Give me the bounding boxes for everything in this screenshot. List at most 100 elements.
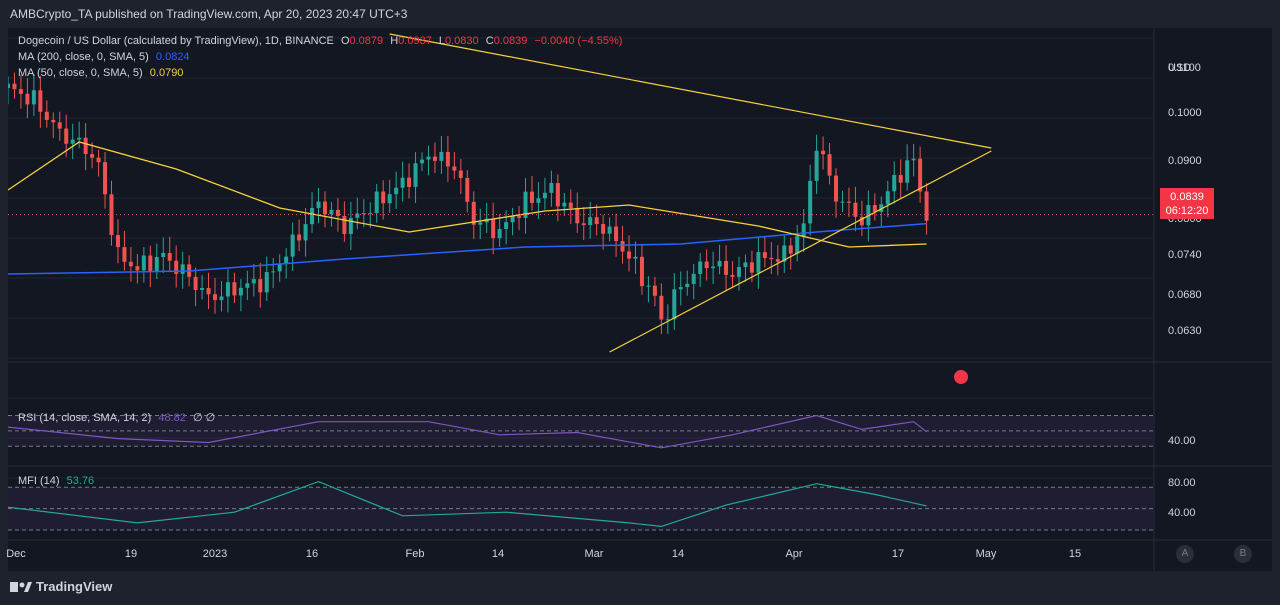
low-value: 0.0830 (445, 35, 479, 47)
mfi-line (8, 480, 927, 528)
candle-body (678, 287, 683, 290)
us-flag-icon[interactable] (952, 368, 970, 386)
footer-bar: TradingView (0, 571, 1280, 605)
candle-body (730, 274, 735, 277)
candle-body (213, 294, 218, 301)
candle-body (620, 241, 625, 252)
price-tick: 0.0740 (1168, 249, 1202, 261)
candle-body (905, 160, 910, 183)
candle-body (918, 158, 923, 192)
candle-body (471, 201, 476, 225)
candle-body (685, 283, 690, 288)
last-price: 0.0839 (1170, 191, 1204, 203)
open-value: 0.0879 (349, 35, 384, 47)
chart-svg[interactable] (8, 28, 1272, 571)
candle-body (420, 159, 425, 164)
candle-body (115, 235, 120, 248)
ma50-label: MA (50, close, 0, SMA, 5) (18, 67, 143, 79)
candle-body (542, 192, 547, 199)
rsi-extra: ∅ ∅ (192, 412, 216, 424)
candle-body (614, 226, 619, 242)
tradingview-logo[interactable]: TradingView (10, 579, 112, 594)
ma50-value: 0.0790 (149, 67, 184, 79)
candle-body (633, 256, 638, 259)
candle-body (432, 156, 437, 161)
candle-body (924, 191, 929, 221)
candle-body (892, 175, 897, 192)
candle-body (355, 213, 360, 218)
candle-body (840, 201, 845, 203)
log-scale-button[interactable]: B (1234, 545, 1252, 563)
candle-body (219, 296, 224, 301)
candle-body (232, 282, 237, 296)
brand-text: TradingView (36, 579, 113, 594)
candle-body (51, 119, 56, 123)
bar-countdown: 06:12:20 (1165, 205, 1209, 217)
candle-body (303, 224, 308, 241)
candle-body (322, 201, 327, 215)
change-value: −0.0040 (−4.55%) (534, 35, 623, 47)
candle-body (497, 228, 502, 239)
candle-body (795, 236, 800, 254)
candle-body (103, 162, 108, 195)
low-label: L (438, 35, 446, 47)
candle-body (775, 259, 780, 262)
candle-body (769, 257, 774, 260)
candle-body (135, 266, 140, 271)
close-value: 0.0839 (493, 35, 528, 47)
candle-body (77, 137, 82, 140)
candle-body (510, 216, 515, 223)
candle-body (141, 255, 146, 271)
auto-scale-button[interactable]: A (1176, 545, 1194, 563)
candle-body (38, 90, 43, 112)
candle-body (439, 151, 444, 161)
candle-body (575, 207, 580, 224)
rsi-label: RSI (14, close, SMA, 14, 2) (18, 412, 152, 424)
symbol-name: Dogecoin / US Dollar (calculated by Trad… (18, 35, 334, 47)
candle-body (478, 222, 483, 225)
time-tick: Dec (6, 548, 26, 560)
candle-body (517, 216, 522, 218)
candle-body (342, 215, 347, 235)
candle-body (200, 288, 205, 290)
last-price-badge: 0.0839 06:12:20 (1160, 188, 1214, 219)
symbol-legend: Dogecoin / US Dollar (calculated by Trad… (18, 33, 626, 49)
close-label: C (485, 35, 494, 47)
candle-body (646, 285, 651, 287)
candle-body (96, 157, 101, 163)
candle-body (717, 260, 722, 267)
time-tick: Feb (405, 548, 425, 560)
candle-body (426, 156, 431, 160)
candle-body (859, 216, 864, 226)
open-label: O (340, 35, 350, 47)
time-tick: 14 (671, 548, 685, 560)
candle-body (808, 180, 813, 224)
candle-body (374, 191, 379, 214)
candle-body (348, 217, 353, 235)
candle-body (31, 90, 36, 105)
rsi-value: 48.82 (158, 412, 186, 424)
candle-body (297, 234, 302, 241)
candle-body (180, 264, 185, 274)
candle-body (238, 287, 243, 296)
candle-body (581, 223, 586, 226)
candle-body (491, 218, 496, 239)
candle-body (44, 111, 49, 120)
price-tick: 0.1100 (1168, 62, 1201, 74)
candle-body (523, 191, 528, 218)
rsi-line (8, 414, 927, 449)
candle-body (264, 272, 269, 293)
chart-area[interactable]: Dogecoin / US Dollar (calculated by Trad… (6, 28, 1272, 571)
candle-body (885, 191, 890, 205)
candle-body (245, 283, 250, 288)
candle-body (25, 93, 30, 105)
candle-body (529, 191, 534, 203)
time-tick: Apr (785, 548, 803, 560)
time-tick: Mar (584, 548, 604, 560)
time-tick: 19 (124, 548, 138, 560)
candle-body (271, 271, 276, 273)
ma200-legend: MA (200, close, 0, SMA, 5) 0.0824 (18, 49, 194, 65)
candle-body (724, 260, 729, 275)
candle-body (659, 295, 664, 320)
candle-body (834, 175, 839, 202)
